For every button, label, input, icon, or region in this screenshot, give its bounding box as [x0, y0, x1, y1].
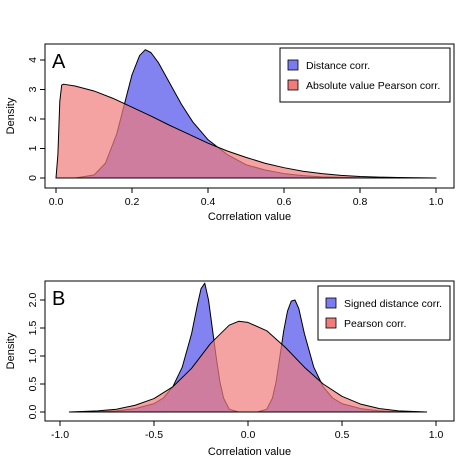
- y-tick-label: 1.5: [27, 321, 39, 336]
- y-tick-label: 0.5: [27, 377, 39, 392]
- legend-swatch: [287, 79, 299, 91]
- x-tick-label: 0.2: [125, 196, 140, 208]
- x-tick-label: -1.0: [51, 429, 69, 441]
- y-axis-title: Density: [5, 97, 17, 134]
- density-area-2: [68, 320, 428, 413]
- x-tick-label: 0.5: [335, 429, 350, 441]
- y-tick-label: 3: [27, 86, 39, 92]
- x-tick-label: 0.8: [353, 196, 368, 208]
- plot-frame: [44, 43, 455, 189]
- legend-label: Distance corr.: [306, 60, 370, 72]
- legend-swatch: [325, 297, 337, 309]
- y-axis-title: Density: [5, 332, 17, 369]
- legend-label: Absolute value Pearson corr.: [306, 80, 440, 92]
- legend-swatch: [325, 317, 337, 329]
- legend-label: Pearson corr.: [344, 318, 406, 330]
- panel-a: 0.0 0.2 0.4 0.6 0.8 1.0 0 1 2 3 4 Correlation value…: [5, 43, 455, 223]
- panel-letter: A: [52, 51, 66, 73]
- y-tick-label: 0: [27, 175, 39, 181]
- legend-box: [317, 285, 451, 341]
- legend-box: [279, 47, 451, 103]
- x-tick-label: 0.0: [241, 429, 256, 441]
- x-tick-label: 1.0: [429, 429, 444, 441]
- legend: Distance corr. Absolute value Pearson cor…: [279, 47, 451, 103]
- x-tick-label: -0.5: [145, 429, 163, 441]
- y-tick-label: 1: [27, 145, 39, 151]
- x-tick-label: 0.6: [277, 196, 292, 208]
- legend: Signed distance corr. Pearson corr.: [317, 285, 451, 341]
- y-tick-label: 1.0: [27, 349, 39, 364]
- legend-swatch: [287, 59, 299, 71]
- x-tick-label: 0.4: [201, 196, 216, 208]
- x-tick-label: 0.0: [49, 196, 64, 208]
- legend-label: Signed distance corr.: [344, 298, 442, 310]
- y-tick-label: 2.0: [27, 293, 39, 308]
- density-area-2: [55, 83, 437, 179]
- x-tick-label: 1.0: [429, 196, 444, 208]
- x-axis-title: Correlation value: [208, 446, 291, 458]
- y-tick-label: 2: [27, 116, 39, 122]
- plot-frame: [44, 280, 455, 422]
- panel-b: -1.0 -0.5 0.0 0.5 1.0 0.0 0.5 1.0 1.5 2.0 Correlat…: [5, 280, 455, 458]
- panel-letter: B: [52, 288, 65, 310]
- y-tick-label: 0.0: [27, 405, 39, 420]
- y-tick-label: 4: [27, 57, 39, 63]
- x-axis-title: Correlation value: [208, 211, 291, 223]
